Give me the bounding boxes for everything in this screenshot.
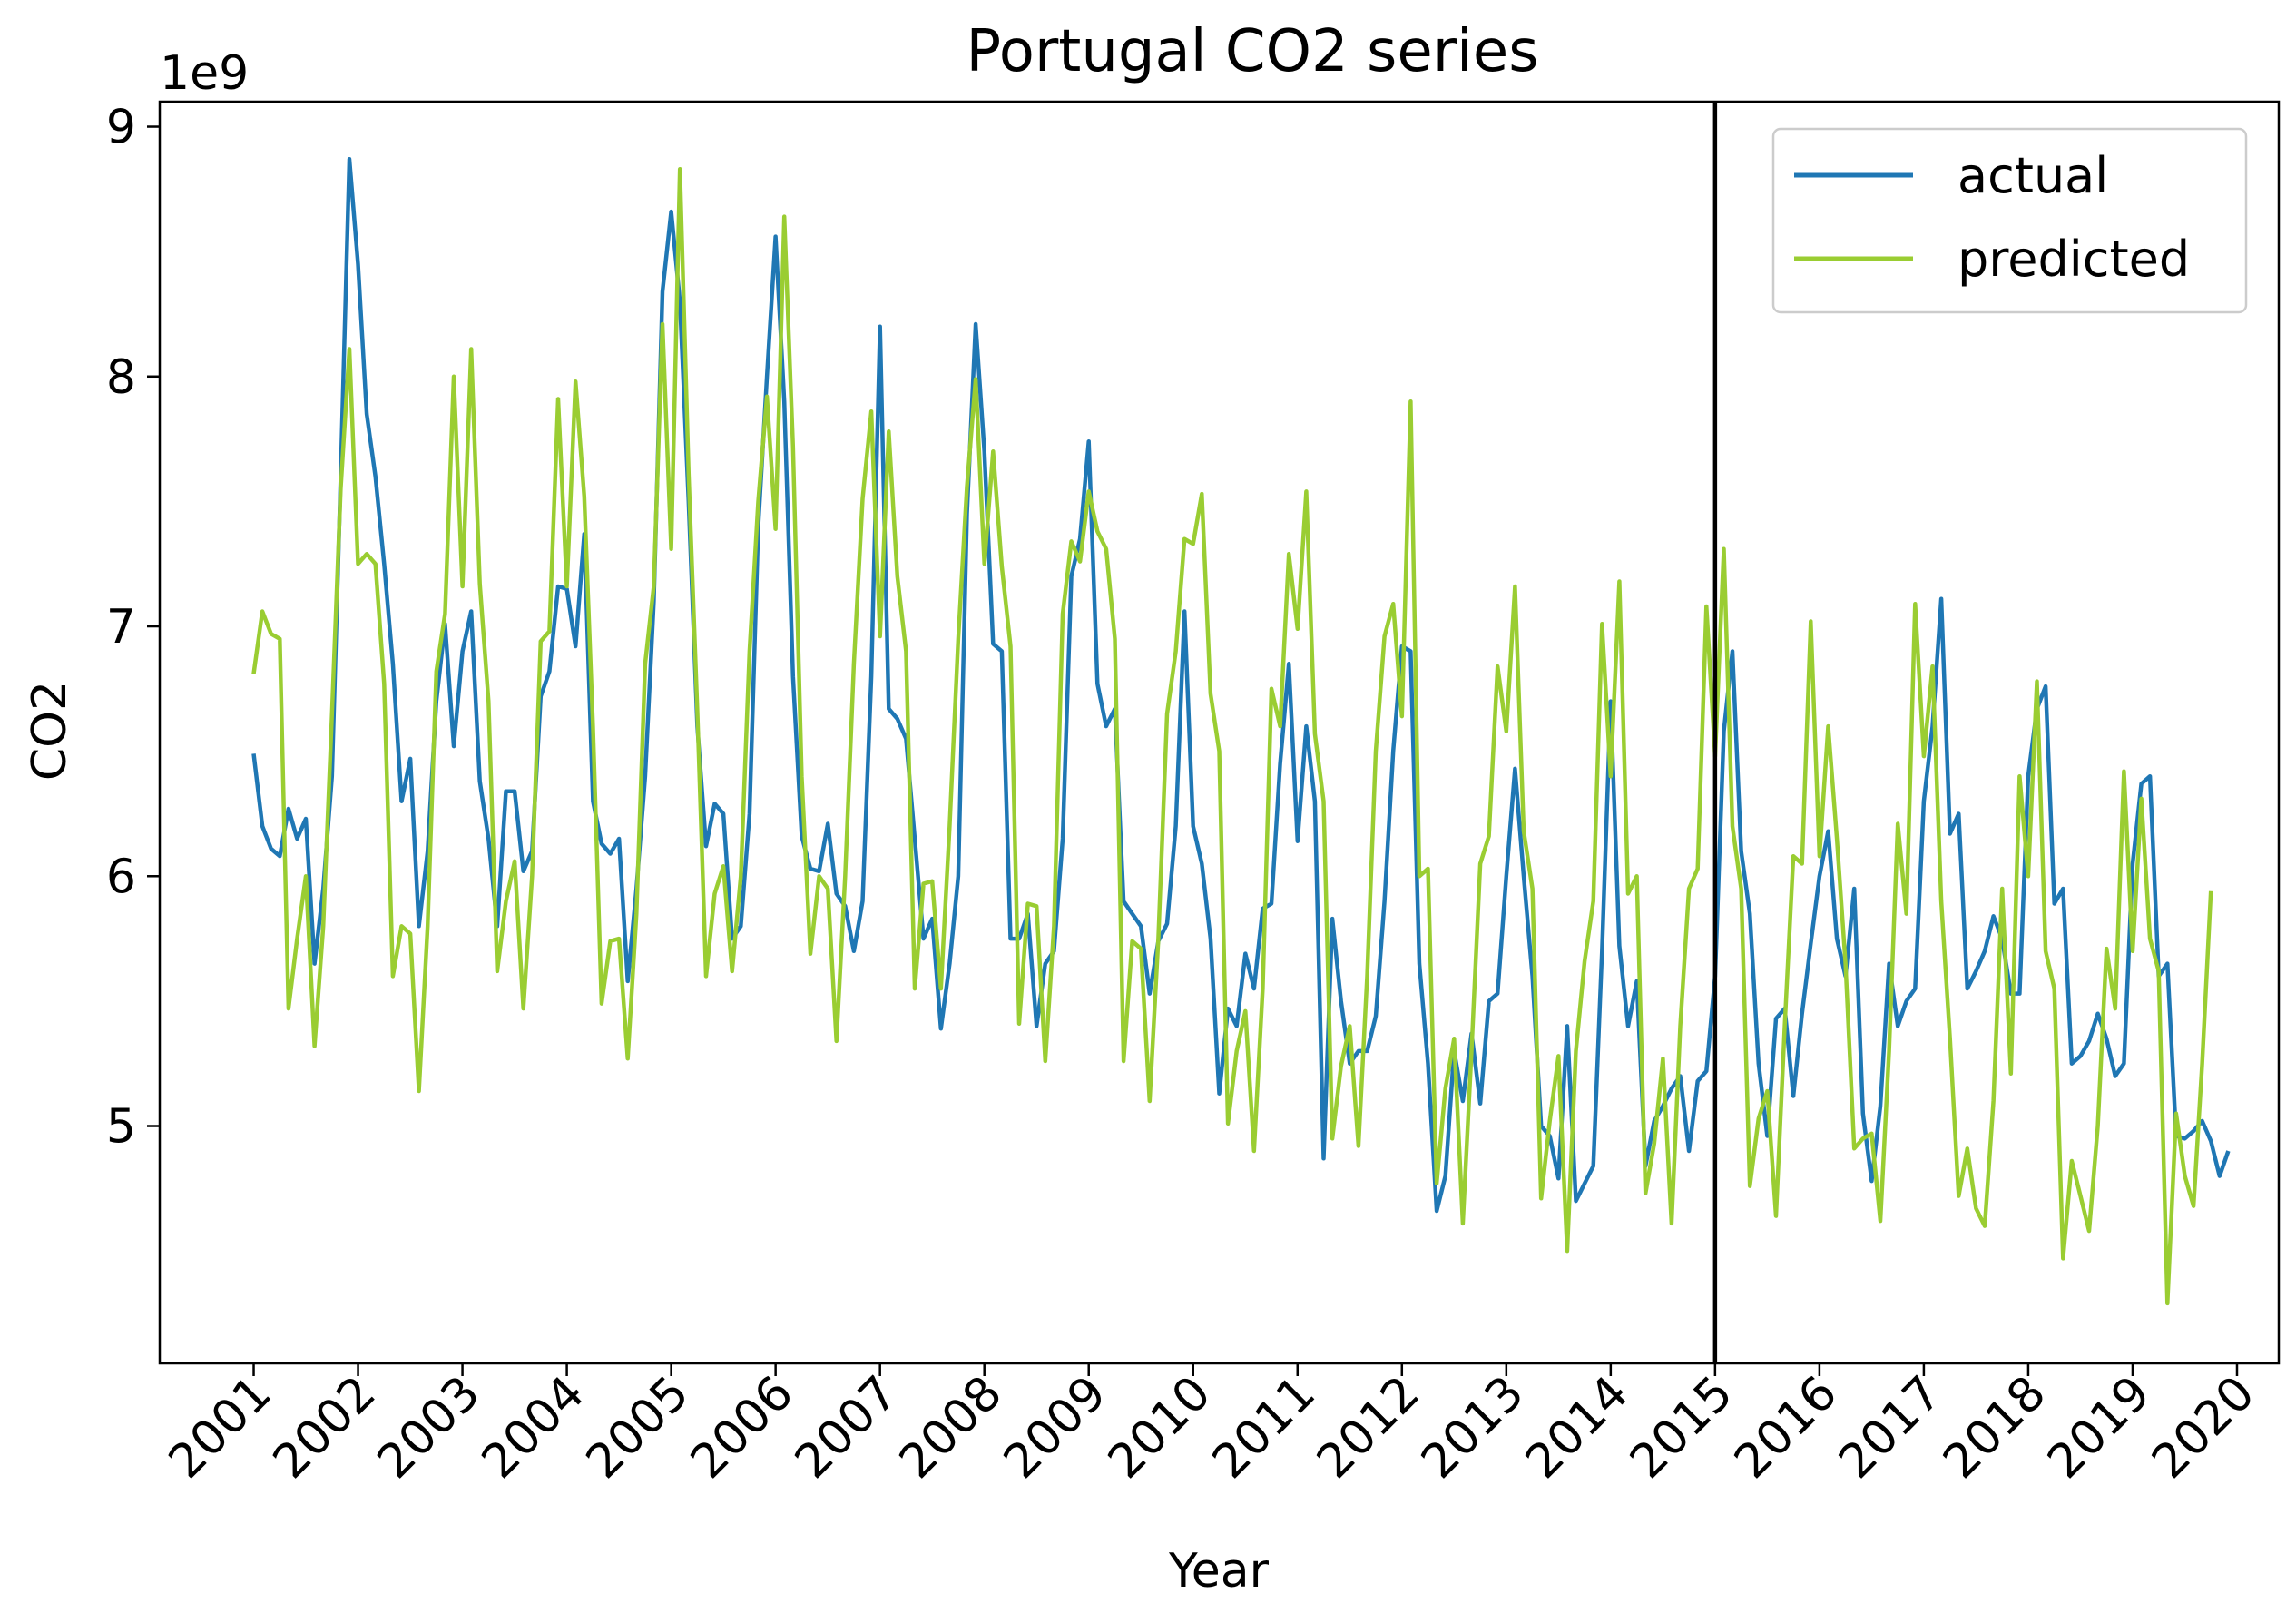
y-axis-label: CO2 xyxy=(23,681,77,781)
series-line-predicted xyxy=(251,167,2213,1306)
x-axis-label: Year xyxy=(1168,1544,1270,1598)
plot-lines xyxy=(251,102,2231,1363)
legend-label-actual: actual xyxy=(1957,147,2108,204)
y-tick-label: 7 xyxy=(106,600,136,654)
y-tick-label: 8 xyxy=(106,350,136,405)
y-tick-label: 9 xyxy=(106,101,136,155)
plot-frame xyxy=(158,100,2281,1365)
y-axis-multiplier: 1e9 xyxy=(160,46,249,101)
y-axis-ticks: 5 6 7 8 9 xyxy=(106,101,160,1155)
y-tick-label: 5 xyxy=(106,1100,136,1155)
y-tick-label: 6 xyxy=(106,850,136,904)
series-line-actual xyxy=(251,157,2231,1214)
legend-label-predicted: predicted xyxy=(1957,231,2190,288)
legend: actual predicted xyxy=(1771,127,2248,314)
chart-title: Portugal CO2 series xyxy=(966,18,1538,85)
